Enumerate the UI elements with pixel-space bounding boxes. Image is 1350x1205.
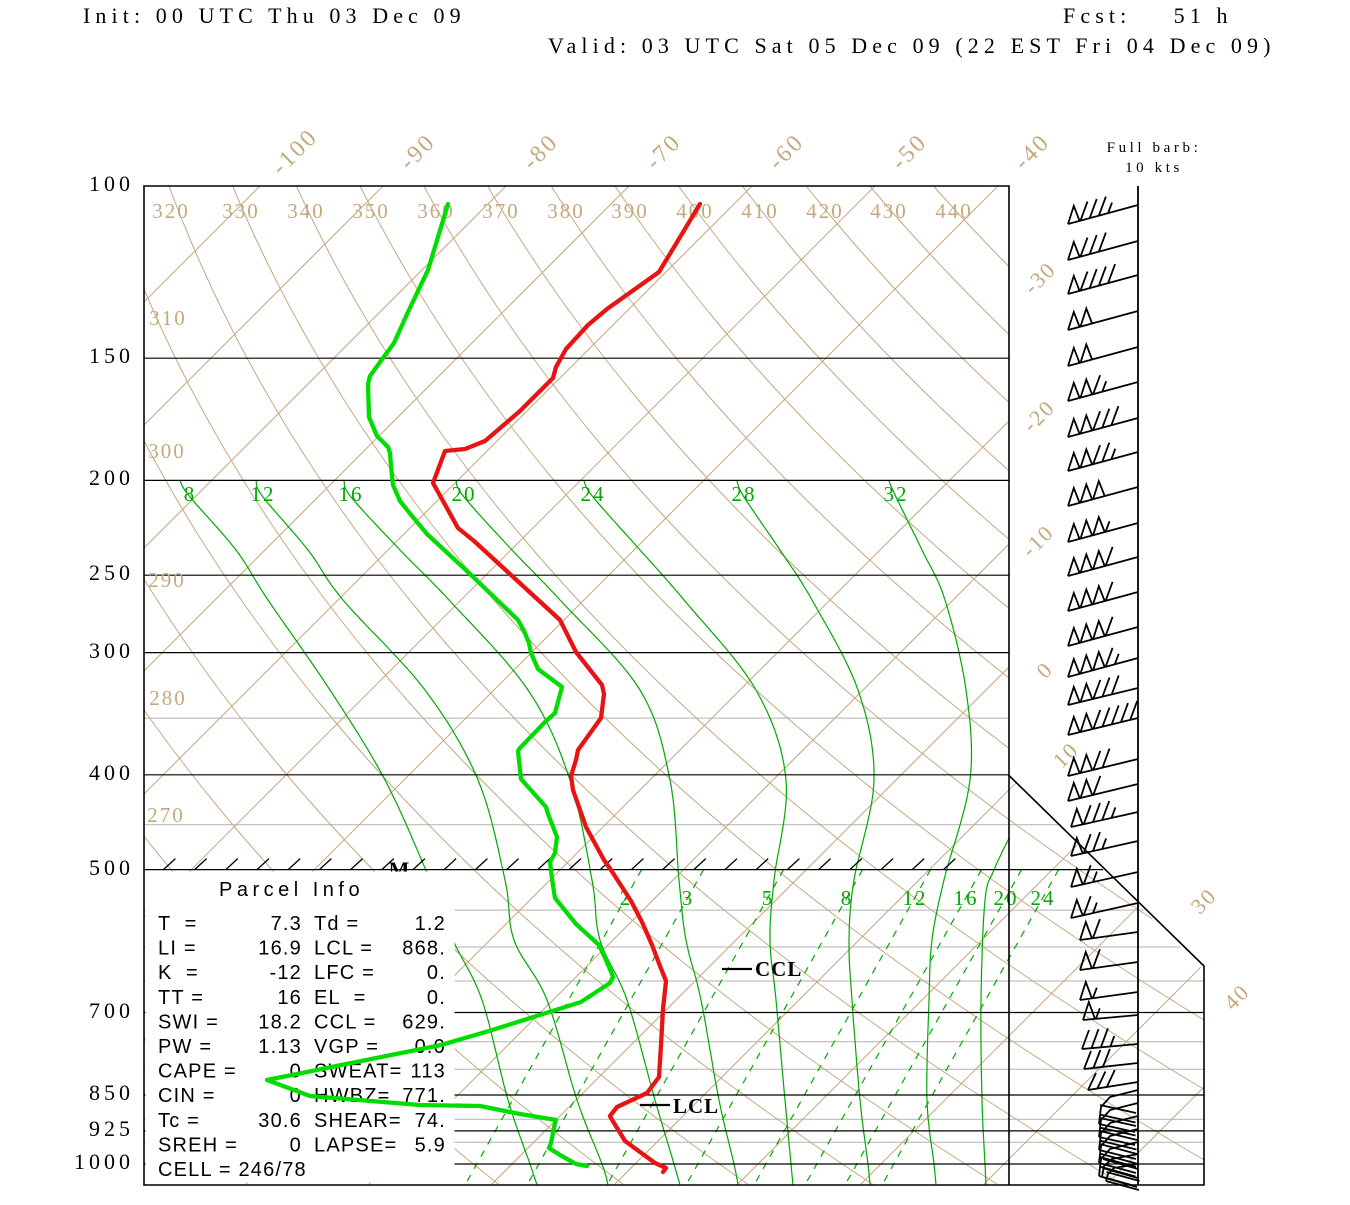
svg-text:290: 290 [148, 568, 186, 592]
svg-text:8: 8 [184, 482, 197, 506]
svg-text:12: 12 [251, 482, 276, 506]
svg-text:LAPSE=: LAPSE= [314, 1134, 397, 1156]
svg-text:250: 250 [89, 560, 134, 585]
svg-text:Valid: 03 UTC Sat 05 Dec 09 (2: Valid: 03 UTC Sat 05 Dec 09 (22 EST Fri … [548, 33, 1276, 58]
svg-text:PW =: PW = [158, 1036, 212, 1058]
svg-text:3: 3 [682, 886, 695, 910]
svg-text:925: 925 [89, 1116, 134, 1141]
svg-text:400: 400 [89, 760, 134, 785]
svg-text:Init: 00 UTC Thu 03 Dec 09: Init: 00 UTC Thu 03 Dec 09 [83, 3, 466, 28]
svg-text:CELL = 246/78: CELL = 246/78 [158, 1159, 307, 1181]
svg-text:300: 300 [148, 439, 186, 463]
svg-text:771.: 771. [402, 1085, 446, 1107]
svg-text:30.6: 30.6 [258, 1110, 302, 1132]
svg-text:700: 700 [89, 998, 134, 1023]
svg-text:74.: 74. [415, 1110, 446, 1132]
svg-text:300: 300 [89, 638, 134, 663]
svg-text:TT =: TT = [158, 987, 204, 1009]
svg-text:10 kts: 10 kts [1125, 160, 1183, 176]
svg-text:LCL =: LCL = [314, 938, 373, 960]
svg-text:340: 340 [287, 199, 325, 223]
svg-text:440: 440 [935, 199, 973, 223]
svg-text:100: 100 [89, 171, 134, 196]
svg-text:CIN =: CIN = [158, 1085, 216, 1107]
svg-text:-12: -12 [269, 962, 302, 984]
svg-text:16: 16 [954, 886, 979, 910]
svg-text:5: 5 [762, 886, 775, 910]
svg-text:16: 16 [339, 482, 364, 506]
svg-text:LFC =: LFC = [314, 962, 375, 984]
svg-text:12: 12 [903, 886, 928, 910]
svg-text:1.2: 1.2 [415, 913, 446, 935]
svg-text:420: 420 [806, 199, 844, 223]
svg-text:CAPE =: CAPE = [158, 1061, 237, 1083]
svg-text:28: 28 [732, 482, 757, 506]
svg-text:410: 410 [741, 199, 779, 223]
svg-text:SREH =: SREH = [158, 1134, 238, 1156]
svg-text:24: 24 [581, 482, 606, 506]
svg-text:390: 390 [611, 199, 649, 223]
svg-text:2: 2 [620, 886, 633, 910]
svg-text:SWI =: SWI = [158, 1011, 219, 1033]
svg-text:8: 8 [841, 886, 854, 910]
svg-text:T =: T = [158, 913, 197, 935]
svg-text:0: 0 [290, 1134, 302, 1156]
svg-text:18.2: 18.2 [258, 1011, 302, 1033]
svg-text:1.13: 1.13 [258, 1036, 302, 1058]
svg-text:629.: 629. [402, 1011, 446, 1033]
svg-text:Td =: Td = [314, 913, 359, 935]
svg-text:16: 16 [277, 987, 302, 1009]
svg-text:Full barb:: Full barb: [1107, 140, 1202, 156]
svg-text:0.: 0. [427, 962, 446, 984]
svg-text:320: 320 [152, 199, 190, 223]
svg-text:24: 24 [1031, 886, 1056, 910]
svg-text:LI =: LI = [158, 938, 197, 960]
svg-text:850: 850 [89, 1080, 134, 1105]
svg-text:500: 500 [89, 855, 134, 880]
svg-text:Tc =: Tc = [158, 1110, 200, 1132]
svg-text:Parcel Info: Parcel Info [219, 879, 364, 901]
svg-text:370: 370 [482, 199, 520, 223]
svg-text:868.: 868. [402, 938, 446, 960]
svg-text:CCL: CCL [755, 957, 802, 981]
svg-text:310: 310 [149, 306, 187, 330]
svg-text:16.9: 16.9 [258, 938, 302, 960]
svg-text:1000: 1000 [74, 1149, 134, 1174]
svg-text:380: 380 [547, 199, 585, 223]
svg-text:CCL =: CCL = [314, 1011, 377, 1033]
svg-text:270: 270 [147, 803, 185, 827]
svg-text:330: 330 [222, 199, 260, 223]
svg-text:EL =: EL = [314, 987, 367, 1009]
svg-text:Fcst: 51 h: Fcst: 51 h [1063, 3, 1233, 28]
svg-text:430: 430 [870, 199, 908, 223]
svg-text:350: 350 [352, 199, 390, 223]
svg-text:20: 20 [994, 886, 1019, 910]
svg-text:113: 113 [411, 1061, 447, 1083]
svg-text:32: 32 [884, 482, 909, 506]
svg-text:280: 280 [149, 686, 187, 710]
svg-text:0: 0 [290, 1061, 302, 1083]
svg-text:5.9: 5.9 [415, 1134, 446, 1156]
svg-text:LCL: LCL [673, 1094, 719, 1118]
svg-text:SHEAR=: SHEAR= [314, 1110, 402, 1132]
svg-text:SWEAT=: SWEAT= [314, 1061, 403, 1083]
svg-text:0: 0 [290, 1085, 302, 1107]
svg-text:20: 20 [452, 482, 477, 506]
svg-text:150: 150 [89, 343, 134, 368]
svg-text:K =: K = [158, 962, 199, 984]
svg-text:VGP =: VGP = [314, 1036, 379, 1058]
svg-text:7.3: 7.3 [271, 913, 302, 935]
svg-text:200: 200 [89, 465, 134, 490]
svg-text:0.: 0. [427, 987, 446, 1009]
